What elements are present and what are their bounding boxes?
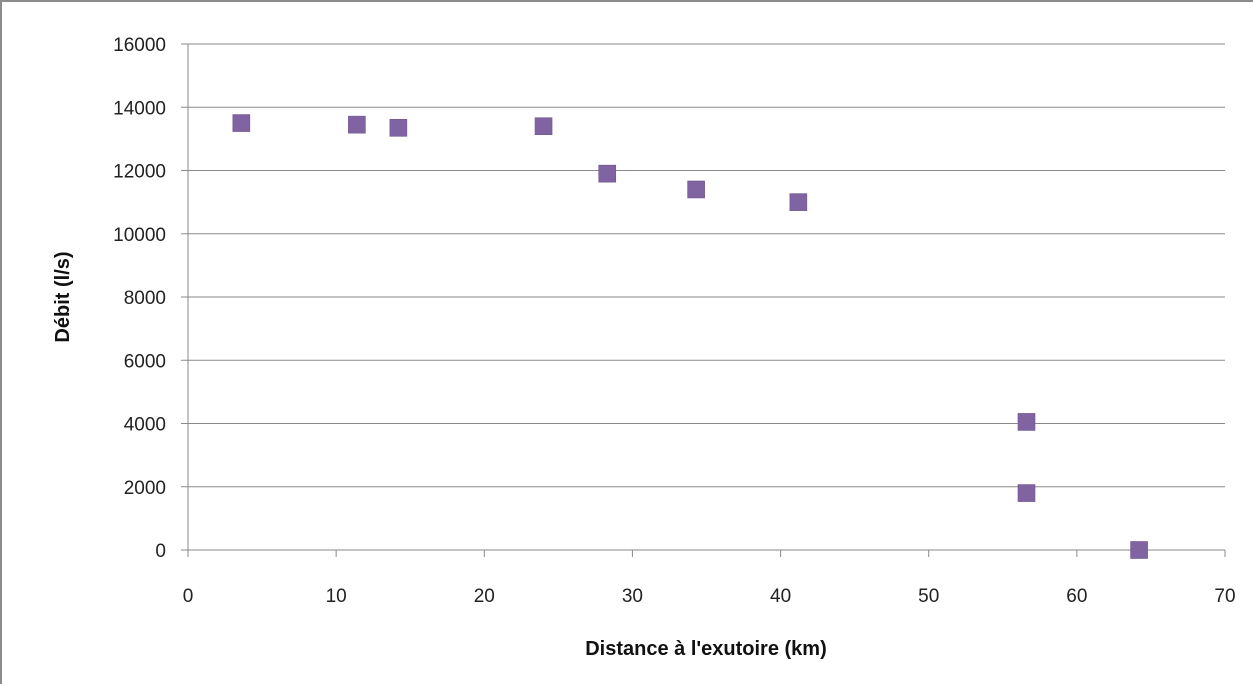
y-tick-label: 14000 [113, 98, 166, 119]
x-tick-label: 10 [326, 586, 347, 607]
data-point [789, 193, 808, 211]
grid-layer [188, 43, 1225, 488]
x-axis-title: Distance à l'exutoire (km) [585, 638, 827, 660]
y-tick-label: 4000 [124, 415, 166, 436]
y-tick-label: 0 [155, 541, 166, 562]
data-point [1017, 484, 1036, 502]
y-tick-label: 16000 [113, 35, 166, 56]
x-tick-label: 30 [622, 586, 643, 607]
y-tick-label: 12000 [113, 162, 166, 183]
x-tick-label: 50 [918, 586, 939, 607]
y-axis-title: Débit (l/s) [52, 251, 74, 342]
x-tick-label: 60 [1066, 586, 1087, 607]
y-tick-label: 6000 [124, 351, 166, 372]
axis-layer [181, 43, 1226, 557]
data-point [389, 119, 408, 137]
y-tick-label: 2000 [124, 478, 166, 499]
tick-label-layer: 0 2000 4000 6000 8000 10000 12000 14000 16000 0 10… [113, 35, 1235, 607]
data-point [1017, 413, 1036, 431]
data-point [534, 117, 553, 136]
data-point [598, 164, 617, 183]
x-tick-label: 40 [770, 586, 791, 607]
x-tick-label: 0 [183, 586, 194, 607]
data-point [348, 115, 366, 134]
data-point [1130, 541, 1148, 559]
data-point-layer [232, 114, 1148, 559]
data-point [232, 114, 251, 132]
x-tick-label: 20 [474, 586, 495, 607]
x-tick-label: 70 [1214, 586, 1235, 607]
y-tick-label: 10000 [113, 225, 166, 246]
y-tick-label: 8000 [124, 288, 166, 309]
data-point [687, 180, 705, 199]
